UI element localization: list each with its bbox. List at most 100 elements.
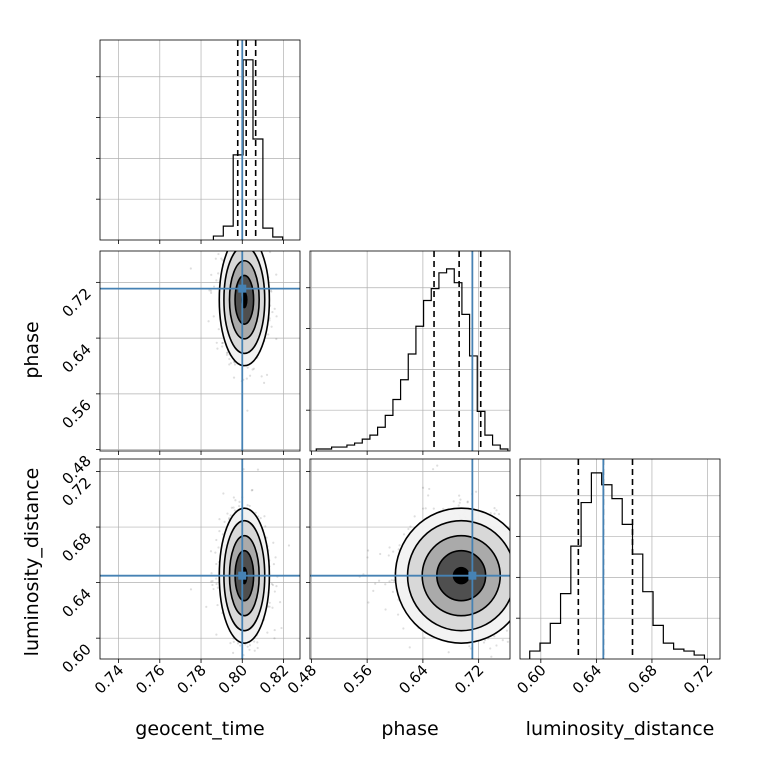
sample-point — [221, 345, 224, 348]
sample-point — [280, 626, 283, 630]
sample-point — [239, 226, 241, 228]
panel-frame — [99, 458, 301, 660]
sample-point — [512, 617, 514, 619]
sample-point — [392, 550, 395, 553]
sample-point — [215, 341, 218, 344]
sample-point — [537, 586, 539, 588]
sample-point — [272, 541, 275, 544]
sample-point — [512, 553, 514, 555]
sample-point — [514, 577, 516, 579]
sample-point — [243, 232, 245, 234]
sample-point — [230, 506, 233, 509]
sample-point — [223, 520, 226, 523]
sample-point — [527, 591, 529, 593]
sample-point — [423, 636, 426, 639]
sample-point — [436, 464, 439, 467]
panel-content — [100, 213, 300, 451]
sample-point — [232, 376, 236, 379]
sample-point — [273, 307, 276, 310]
sample-point — [366, 556, 369, 559]
sample-point — [233, 509, 236, 512]
sample-point — [254, 244, 256, 246]
sample-point — [514, 540, 516, 542]
sample-point — [452, 500, 455, 503]
sample-point — [205, 605, 208, 608]
sample-point — [221, 341, 224, 344]
sample-point — [474, 490, 478, 493]
sample-point — [268, 605, 271, 608]
sample-point — [521, 561, 523, 563]
sample-point — [271, 606, 274, 609]
sample-point — [278, 601, 282, 604]
sample-point — [222, 222, 224, 224]
x-tick-label: 0.48 — [284, 661, 320, 697]
sample-point — [209, 291, 213, 294]
sample-point — [239, 222, 241, 224]
panel-content — [310, 459, 568, 664]
sample-point — [268, 251, 272, 254]
sample-point — [216, 586, 219, 589]
sample-point — [211, 583, 214, 587]
sample-point — [241, 248, 243, 250]
panel-frame — [99, 39, 301, 241]
sample-point — [457, 504, 460, 507]
sample-point — [228, 363, 231, 366]
sample-point — [428, 487, 431, 491]
sample-point — [252, 248, 254, 250]
sample-point — [521, 584, 523, 586]
sample-point — [210, 580, 213, 583]
sample-point — [515, 555, 517, 557]
sample-point — [262, 381, 266, 384]
sample-point — [217, 231, 219, 233]
sample-point — [256, 236, 258, 238]
sample-point — [248, 504, 251, 508]
sample-point — [272, 562, 276, 566]
sample-point — [253, 640, 256, 643]
sample-point — [510, 510, 512, 512]
sample-point — [514, 562, 516, 564]
sample-point — [256, 646, 259, 650]
sample-point — [252, 367, 255, 370]
sample-point — [256, 468, 260, 471]
sample-point — [218, 530, 221, 533]
sample-point — [209, 550, 213, 553]
sample-point — [189, 588, 193, 591]
sample-point — [259, 517, 262, 520]
x-tick-label: 0.72 — [451, 661, 487, 697]
sample-point — [566, 557, 568, 559]
sample-point — [245, 237, 247, 239]
sample-point — [215, 562, 218, 566]
sample-point — [245, 377, 248, 380]
sample-point — [256, 228, 258, 230]
sample-point — [506, 640, 509, 643]
sample-point — [502, 662, 504, 664]
sample-point — [273, 637, 276, 640]
sample-point — [512, 597, 514, 599]
sample-point — [243, 213, 245, 215]
sample-point — [270, 290, 273, 293]
sample-point — [221, 533, 224, 536]
sample-point — [220, 257, 223, 260]
sample-point — [268, 601, 271, 604]
sample-point — [229, 218, 231, 220]
sample-point — [234, 245, 236, 247]
sample-point — [217, 272, 220, 275]
sample-point — [265, 373, 269, 376]
sample-point — [513, 545, 515, 547]
sample-point — [238, 504, 241, 508]
sample-point — [250, 241, 252, 243]
sample-point — [246, 366, 249, 369]
sample-point — [242, 245, 244, 247]
sample-point — [210, 572, 213, 575]
sample-point — [248, 644, 252, 647]
sample-point — [263, 515, 266, 518]
sample-point — [431, 468, 435, 471]
sample-point — [238, 414, 240, 416]
sample-point — [266, 631, 269, 634]
sample-point — [528, 564, 530, 566]
histogram-bars — [212, 59, 284, 240]
sample-point — [225, 351, 229, 354]
sample-point — [225, 353, 229, 356]
sample-point — [273, 628, 276, 632]
sample-point — [214, 257, 217, 260]
